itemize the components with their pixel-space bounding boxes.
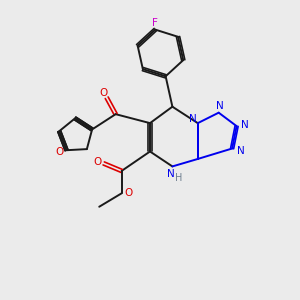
Text: O: O [124,188,132,198]
Text: F: F [152,18,158,28]
Text: N: N [237,146,244,157]
Text: H: H [175,173,183,183]
Text: O: O [93,157,101,167]
Text: N: N [167,169,175,179]
Text: N: N [241,120,249,130]
Text: O: O [99,88,107,98]
Text: O: O [56,147,64,157]
Text: N: N [188,114,196,124]
Text: N: N [216,101,224,111]
